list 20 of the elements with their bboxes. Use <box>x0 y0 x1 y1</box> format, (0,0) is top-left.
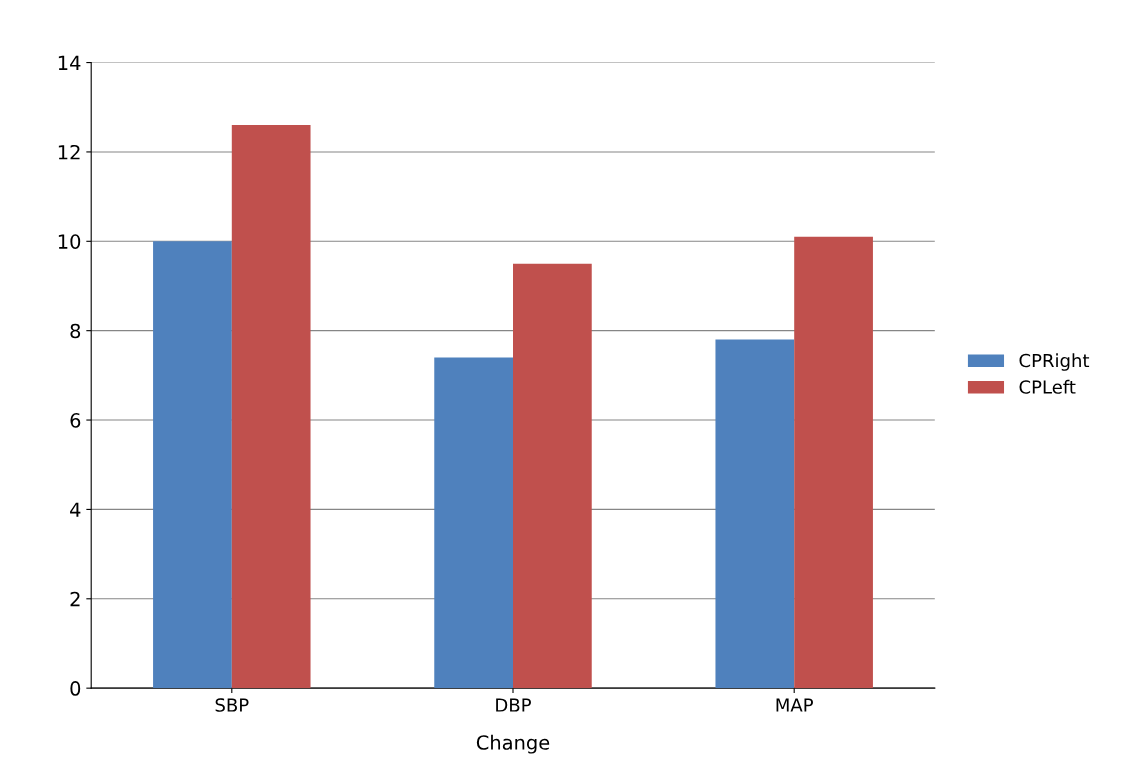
x-tick-label: MAP <box>776 698 813 712</box>
x-axis-title: Change <box>476 734 550 754</box>
y-tick-label: 6 <box>70 413 81 428</box>
bar <box>434 357 513 689</box>
bar <box>153 241 232 689</box>
y-tick-label: 14 <box>58 55 81 70</box>
y-tick-label: 4 <box>70 502 81 517</box>
y-tick-label: 8 <box>70 323 81 339</box>
bar <box>231 125 311 689</box>
bar <box>715 339 795 689</box>
y-tick-label: 12 <box>58 144 80 160</box>
x-tick-label: DBP <box>496 698 531 712</box>
y-tick-label: 10 <box>58 234 81 249</box>
x-tick-label: SBP <box>215 698 249 712</box>
bar <box>794 236 873 689</box>
bar <box>513 263 592 689</box>
y-tick-label: 2 <box>70 591 80 607</box>
y-tick-label: 0 <box>70 681 81 696</box>
legend-label: CPRight <box>1019 353 1090 371</box>
legend-label: CPLeft <box>1019 379 1076 394</box>
